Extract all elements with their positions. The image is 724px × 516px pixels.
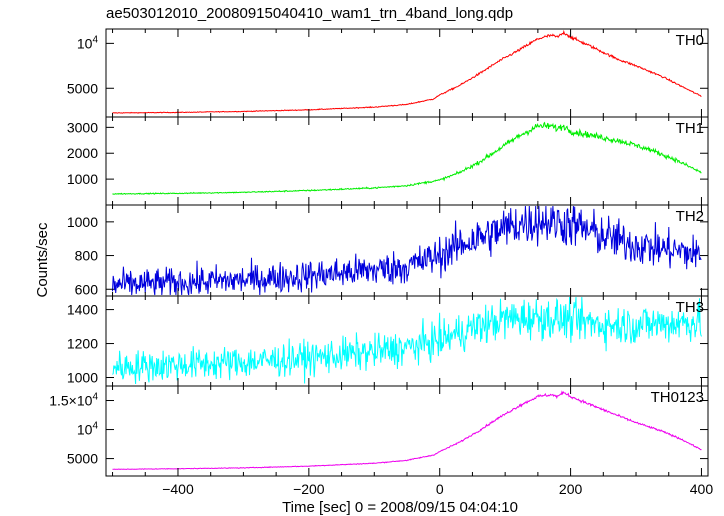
x-tick-label: 0: [436, 481, 444, 497]
y-tick-label: 5000: [67, 451, 98, 467]
series-line-th0: [112, 29, 702, 114]
panel-th0123: 5000 104 1.5×104 TH0123: [49, 385, 709, 477]
series-label-th1: TH1: [676, 120, 704, 137]
chart-title: ae503012010_20080915040410_wam1_trn_4ban…: [106, 5, 513, 22]
series-line-th1: [112, 121, 702, 195]
panel-th0: 5000 104 TH0: [67, 28, 709, 118]
x-tick-label: 400: [690, 481, 714, 497]
panel-frame: [105, 116, 709, 206]
panel-th3: 1000 1200 1400 TH3: [67, 295, 709, 387]
x-tick-label: −400: [162, 481, 194, 497]
series-label-th3: TH3: [676, 299, 704, 316]
y-tick-label: 1.5×104: [49, 392, 98, 409]
y-tick-label: 1000: [67, 214, 98, 230]
y-tick-label: 2000: [67, 145, 98, 161]
x-axis-label: Time [sec] 0 = 2008/09/15 04:04:10: [282, 499, 518, 516]
y-tick-label: 1400: [67, 302, 98, 318]
y-tick-label: 104: [77, 34, 99, 51]
y-tick-label: 1000: [67, 171, 98, 187]
y-axis-label: Counts/sec: [34, 222, 51, 298]
y-tick-label: 1000: [67, 370, 98, 386]
series-label-th2: TH2: [676, 208, 704, 225]
x-tick-label: 200: [559, 481, 583, 497]
series-line-th2: [112, 205, 702, 296]
panel-frame: [105, 385, 709, 477]
y-tick-label: 1200: [67, 336, 98, 352]
y-tick-label: 5000: [67, 80, 98, 96]
panel-th1: 1000 2000 3000 TH1: [67, 116, 709, 206]
series-line-th0123: [112, 390, 702, 470]
series-label-th0123: TH0123: [651, 389, 704, 406]
x-tick-label: −200: [293, 481, 325, 497]
y-tick-label: 800: [75, 248, 99, 264]
y-tick-label: 104: [77, 421, 99, 438]
series-line-th3: [112, 296, 702, 385]
y-tick-label: 3000: [67, 119, 98, 135]
series-label-th0: TH0: [676, 32, 704, 49]
y-tick-label: 600: [75, 281, 99, 297]
panel-th2: 600 800 1000 TH2: [67, 204, 709, 297]
